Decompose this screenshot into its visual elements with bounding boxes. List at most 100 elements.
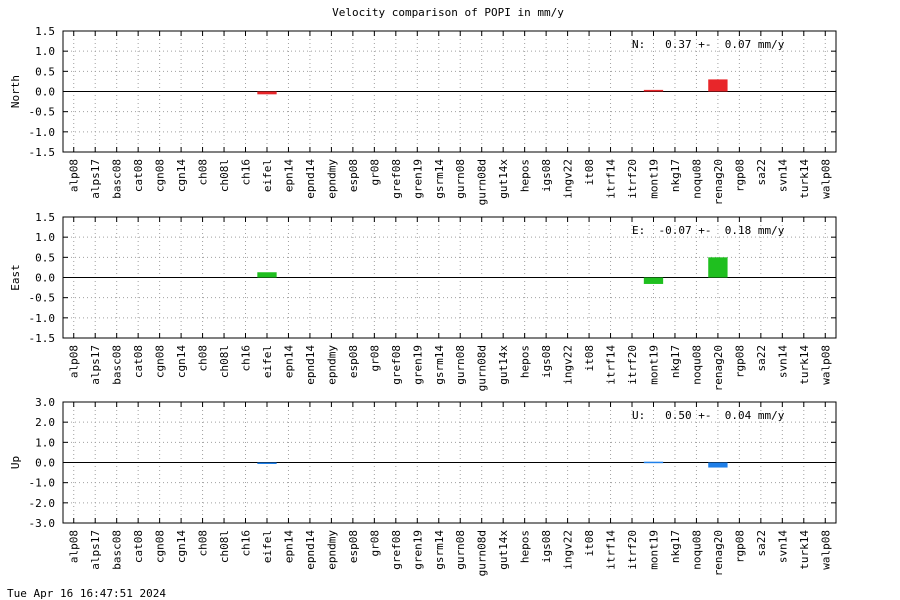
east-panel: 1.5 1.0 0.5 0.0 -0.5 -1.0 -1.5 alp08 alps17 basc0… — [9, 211, 837, 391]
east-ylabel: East — [9, 264, 22, 291]
east-xtick-label: epnd14 — [304, 345, 317, 385]
up-xtick-label: gr08 — [368, 530, 381, 557]
east-ytick-label: -1.5 — [29, 332, 56, 345]
east-xtick-label: turk14 — [798, 345, 811, 385]
east-xtick-label: alp08 — [68, 345, 81, 378]
east-bar-eifel — [257, 272, 277, 278]
east-xtick-label: renag20 — [712, 345, 725, 391]
east-ytick-label: -0.5 — [29, 292, 56, 305]
up-xtick-label: gut14x — [497, 530, 510, 570]
east-xtick-label: gr08 — [368, 345, 381, 372]
up-xtick-label: gren19 — [411, 530, 424, 570]
north-xtick-label: renag20 — [712, 159, 725, 205]
north-xtick-label: itrf20 — [626, 159, 639, 199]
north-xtick-label: basc08 — [111, 159, 124, 199]
up-xtick-label: ch16 — [240, 530, 253, 557]
east-xtick-label: gren19 — [411, 345, 424, 385]
east-xtick-label: nkg17 — [669, 345, 682, 378]
north-xtick-label: alp08 — [68, 159, 81, 192]
north-xtick-label: sa22 — [755, 159, 768, 186]
east-xtick-label: cgn08 — [154, 345, 167, 378]
up-ytick-label: -1.0 — [29, 477, 56, 490]
up-bar-renag20 — [708, 462, 728, 468]
up-ytick-label: 3.0 — [35, 396, 55, 409]
east-xtick-label: alps17 — [89, 345, 102, 385]
up-xtick-label: cat08 — [132, 530, 145, 563]
north-ytick-label: -0.5 — [29, 106, 56, 119]
timestamp: Tue Apr 16 16:47:51 2024 — [7, 587, 166, 600]
east-xtick-label: hepos — [519, 345, 532, 378]
east-xtick-label: gurn08d — [476, 345, 489, 391]
up-xtick-label: gurn08 — [454, 530, 467, 570]
up-ytick-label: -2.0 — [29, 497, 56, 510]
up-xtick-label: eifel — [261, 530, 274, 563]
up-ytick-label: 0.0 — [35, 457, 55, 470]
up-xtick-label: turk14 — [798, 530, 811, 570]
north-stats: N: 0.37 +- 0.07 mm/y — [632, 38, 785, 51]
up-xtick-label: ingv22 — [562, 530, 575, 570]
east-ytick-label: 0.5 — [35, 251, 55, 264]
north-xtick-label: turk14 — [798, 159, 811, 199]
east-xtick-label: itrf14 — [605, 345, 618, 385]
up-ylabel: Up — [9, 456, 22, 469]
north-xtick-label: alps17 — [89, 159, 102, 199]
east-ytick-label: -1.0 — [29, 312, 56, 325]
up-ytick-label: 2.0 — [35, 416, 55, 429]
east-xtick-label: mont19 — [647, 345, 660, 385]
up-panel: 3.0 2.0 1.0 0.0 -1.0 -2.0 -3.0 alp08 alps17 basc0… — [9, 396, 837, 576]
north-xtick-label: ch08l — [218, 159, 231, 192]
north-xtick-label: epnd14 — [304, 159, 317, 199]
east-xtick-label: ch16 — [240, 345, 253, 372]
up-xtick-label: mont19 — [647, 530, 660, 570]
north-xtick-label: walp08 — [819, 159, 832, 199]
up-ytick-label: -3.0 — [29, 517, 56, 530]
up-xtick-label: cgn14 — [175, 530, 188, 563]
north-xtick-label: cgn08 — [154, 159, 167, 192]
east-xtick-label: gurn08 — [454, 345, 467, 385]
north-xtick-label: gsrm14 — [433, 159, 446, 199]
north-xtick-label: cgn14 — [175, 159, 188, 192]
up-bar-eifel — [257, 462, 277, 464]
north-xtick-label: gren19 — [411, 159, 424, 199]
north-xtick-label: gurn08 — [454, 159, 467, 199]
north-xtick-label: gref08 — [390, 159, 403, 199]
up-xtick-label: epndmy — [325, 530, 338, 570]
east-xtick-label: gsrm14 — [433, 345, 446, 385]
up-xtick-label: cgn08 — [154, 530, 167, 563]
north-xtick-label: gr08 — [368, 159, 381, 186]
chart-title: Velocity comparison of POPI in mm/y — [332, 6, 564, 19]
north-xtick-label: mont19 — [647, 159, 660, 199]
up-xtick-label: itrf20 — [626, 530, 639, 570]
east-xtick-label: cat08 — [132, 345, 145, 378]
east-xtick-label: cgn14 — [175, 345, 188, 378]
north-xtick-label: ingv22 — [562, 159, 575, 199]
up-xtick-label: igs08 — [540, 530, 553, 563]
north-panel: 1.5 1.0 0.5 0.0 -0.5 -1.0 -1.5 alp08 alps17 basc0… — [9, 25, 837, 205]
up-xtick-label: rgp08 — [733, 530, 746, 563]
up-xtick-label: svn14 — [776, 530, 789, 563]
north-bar-renag20 — [708, 79, 728, 92]
east-xtick-label: esp08 — [347, 345, 360, 378]
east-xtick-label: gut14x — [497, 345, 510, 385]
east-xtick-label: gref08 — [390, 345, 403, 385]
east-xtick-label: itrf20 — [626, 345, 639, 385]
east-xtick-label: noqu08 — [690, 345, 703, 385]
east-xtick-label: ch08 — [197, 345, 210, 372]
up-xtick-label: ch08l — [218, 530, 231, 563]
north-xtick-label: ch08 — [197, 159, 210, 186]
north-xtick-label: cat08 — [132, 159, 145, 192]
north-bar-eifel — [257, 91, 277, 95]
north-xtick-label: nkg17 — [669, 159, 682, 192]
east-ytick-label: 0.0 — [35, 272, 55, 285]
east-stats: E: -0.07 +- 0.18 mm/y — [632, 224, 785, 237]
up-xtick-label: sa22 — [755, 530, 768, 557]
up-xtick-label: alps17 — [89, 530, 102, 570]
up-xtick-label: basc08 — [111, 530, 124, 570]
east-ytick-label: 1.5 — [35, 211, 55, 224]
up-xtick-label: ch08 — [197, 530, 210, 557]
east-xtick-label: walp08 — [819, 345, 832, 385]
north-xtick-label: epndmy — [325, 159, 338, 199]
north-bar-mont19 — [643, 89, 664, 92]
north-ytick-label: -1.0 — [29, 126, 56, 139]
